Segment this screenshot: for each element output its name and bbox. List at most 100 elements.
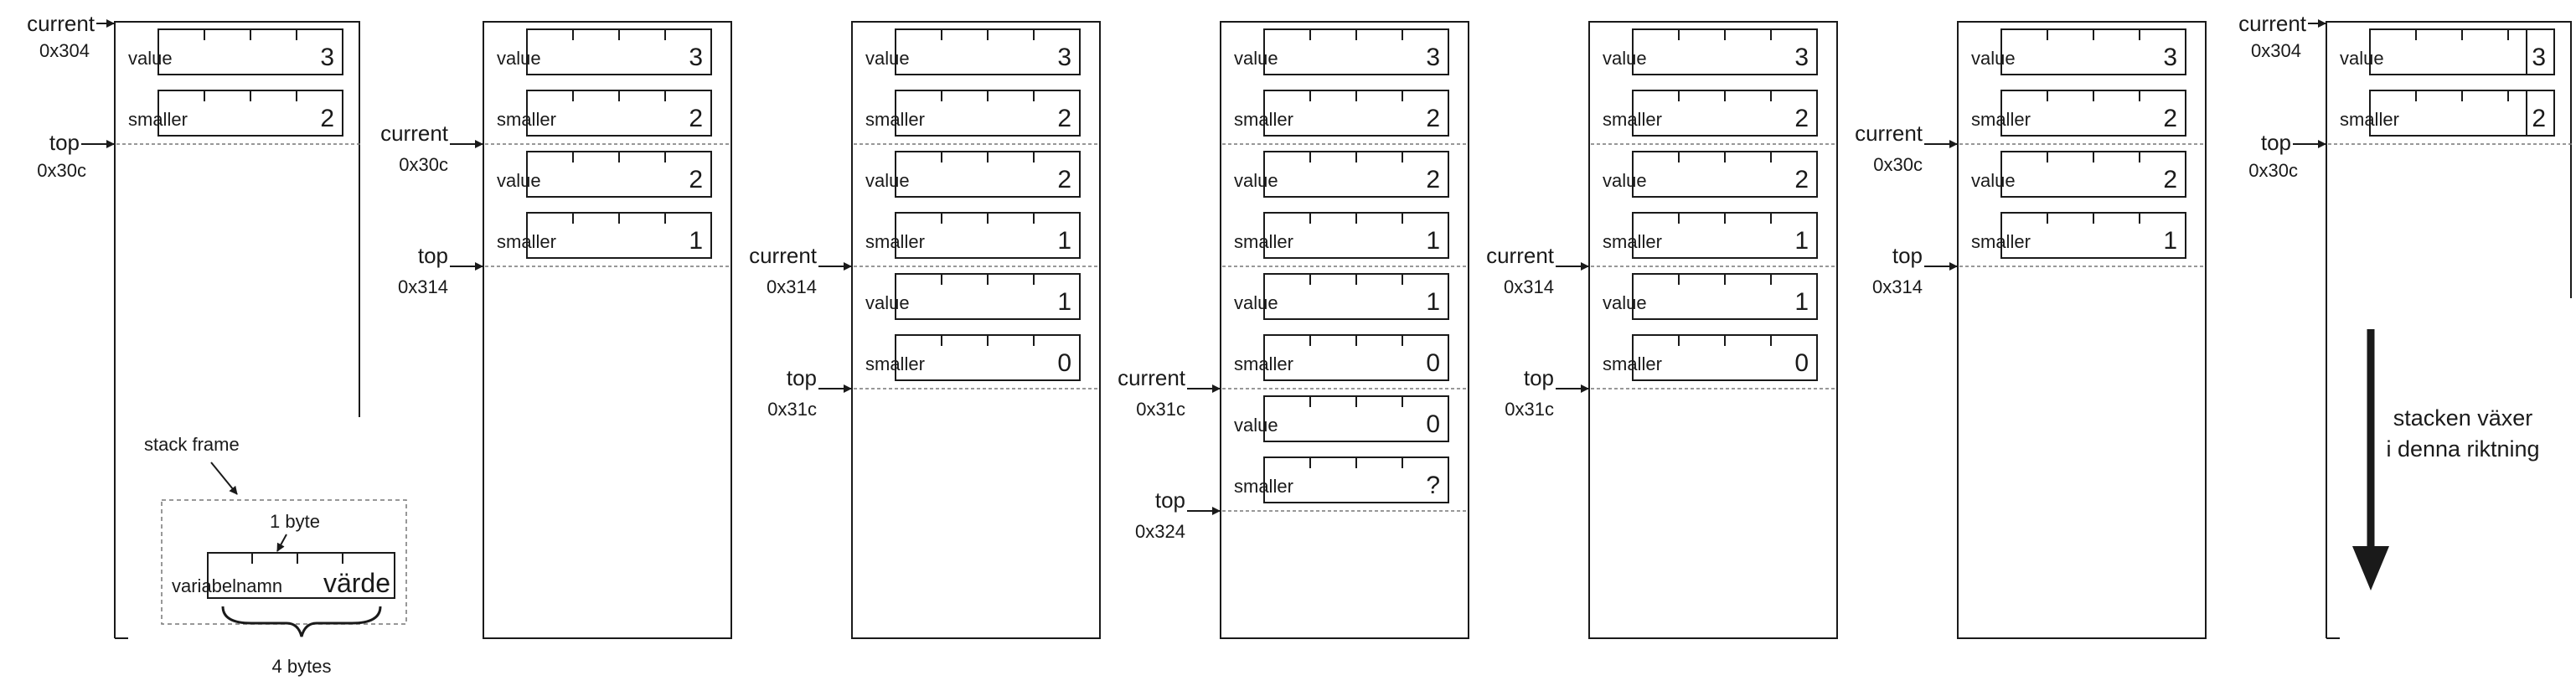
variable-value: value 3 [865,28,1081,75]
top-label: top [1524,365,1554,390]
top-address: 0x31c [767,399,817,420]
value-name-label: value [1971,48,2016,69]
current-pointer: current 0x314 [749,243,852,297]
current-address: 0x314 [767,276,817,297]
variable-value: value 3 [1971,28,2186,75]
value-content: 3 [689,44,703,71]
top-label: top [2261,130,2291,155]
smaller-content: 1 [1426,227,1440,255]
current-label: current [1118,365,1186,390]
stack-frame-label: stack frame [144,434,240,455]
current-pointer: current 0x30c [1855,121,1958,175]
top-address: 0x31c [1505,399,1554,420]
variable-value: value 2 [1603,151,1818,198]
variable-value: value 1 [865,273,1081,320]
variable-smaller: smaller 2 [2340,90,2555,137]
variable-smaller: smaller 1 [865,212,1081,259]
smaller-name-label: smaller [1971,231,2031,252]
value-content: 2 [1057,166,1071,193]
variable-smaller: smaller 2 [128,90,343,137]
current-pointer: current 0x304 [27,11,115,61]
stack-outline [1588,21,1838,639]
variable-value: value 2 [1234,151,1449,198]
smaller-name-label: smaller [1234,109,1293,130]
example-variable-box [207,552,395,599]
smaller-content: 2 [1426,105,1440,132]
stack-stage: value 3 smaller 2 current 0x304 top 0x30c [2238,11,2573,639]
current-label: current [27,11,96,36]
variable-value: value 2 [497,151,712,198]
value-content: 2 [689,166,703,193]
value-name-label: value [497,170,541,191]
variable-smaller: smaller 2 [1234,90,1449,137]
current-address: 0x304 [39,40,90,61]
direction-line-1: stacken växer [2393,405,2533,431]
value-content: 3 [2532,44,2546,71]
current-pointer: current 0x314 [1486,243,1589,297]
smaller-name-label: smaller [865,231,925,252]
smaller-name-label: smaller [497,231,556,252]
top-pointer: top 0x324 [1135,487,1221,542]
value-name-label: value [1234,292,1278,313]
top-address: 0x314 [1872,276,1923,297]
smaller-content: 1 [689,227,703,255]
variable-smaller: smaller 0 [1234,334,1449,381]
stack-stage: value 3 smaller 2 value 2 smaller 1 current 0x30c… [380,21,732,639]
smaller-name-label: smaller [1234,231,1293,252]
stack-stage: value 3 smaller 2 value 2 smaller 1 current 0x30c… [1855,21,2207,639]
smaller-content: 2 [1794,105,1809,132]
variable-smaller: smaller 2 [497,90,712,137]
value-name-label: value [865,292,910,313]
four-bytes-label: 4 bytes [272,656,332,677]
variable-smaller: smaller 2 [1603,90,1818,137]
top-label: top [1155,487,1185,513]
current-label: current [2238,11,2307,36]
current-label: current [380,121,449,146]
value-name-label: value [128,48,173,69]
variable-smaller: smaller 2 [865,90,1081,137]
variable-smaller: smaller 1 [1234,212,1449,259]
value-content: 1 [1057,288,1071,316]
top-pointer: top 0x30c [2248,130,2326,181]
variable-value: value 3 [1603,28,1818,75]
value-name-label: value [1234,170,1278,191]
variable-smaller: smaller 0 [865,334,1081,381]
stack-frame-pointer-arrow [210,462,238,495]
value-name-label: value [497,48,541,69]
top-pointer: top 0x314 [398,243,483,297]
top-pointer: top 0x31c [767,365,852,420]
stack-stages: value 3 smaller 2 current 0x304 top 0x30c value 3… [27,11,2573,639]
smaller-content: 2 [2163,105,2177,132]
current-pointer: current 0x31c [1118,365,1221,420]
variable-smaller: smaller 0 [1603,334,1818,381]
value-word-label: värde [323,568,390,598]
top-label: top [418,243,448,268]
down-arrow-icon [2352,546,2389,591]
variable-value: value 3 [1234,28,1449,75]
top-address: 0x324 [1135,521,1185,542]
value-content: 1 [1426,288,1440,316]
value-name-label: value [865,48,910,69]
top-pointer: top 0x31c [1505,365,1589,420]
variable-value: value 3 [497,28,712,75]
stack-outline [114,21,360,638]
smaller-name-label: smaller [1234,353,1293,374]
stack-stage: value 3 smaller 2 current 0x304 top 0x30c [27,11,361,639]
smaller-content: 0 [1794,349,1809,377]
variable-value: value 3 [2340,28,2555,75]
smaller-name-label: smaller [497,109,556,130]
smaller-name-label: smaller [128,109,188,130]
smaller-name-label: smaller [1603,109,1662,130]
variable-smaller: smaller 1 [1603,212,1818,259]
value-name-label: value [1234,48,1278,69]
value-name-label: value [1603,292,1647,313]
top-address: 0x30c [37,160,86,181]
smaller-name-label: smaller [1971,109,2031,130]
top-pointer: top 0x314 [1872,243,1958,297]
value-content: 2 [1794,166,1809,193]
value-content: 1 [1794,288,1809,316]
value-content: 2 [1426,166,1440,193]
variable-smaller: smaller? [1234,456,1449,503]
